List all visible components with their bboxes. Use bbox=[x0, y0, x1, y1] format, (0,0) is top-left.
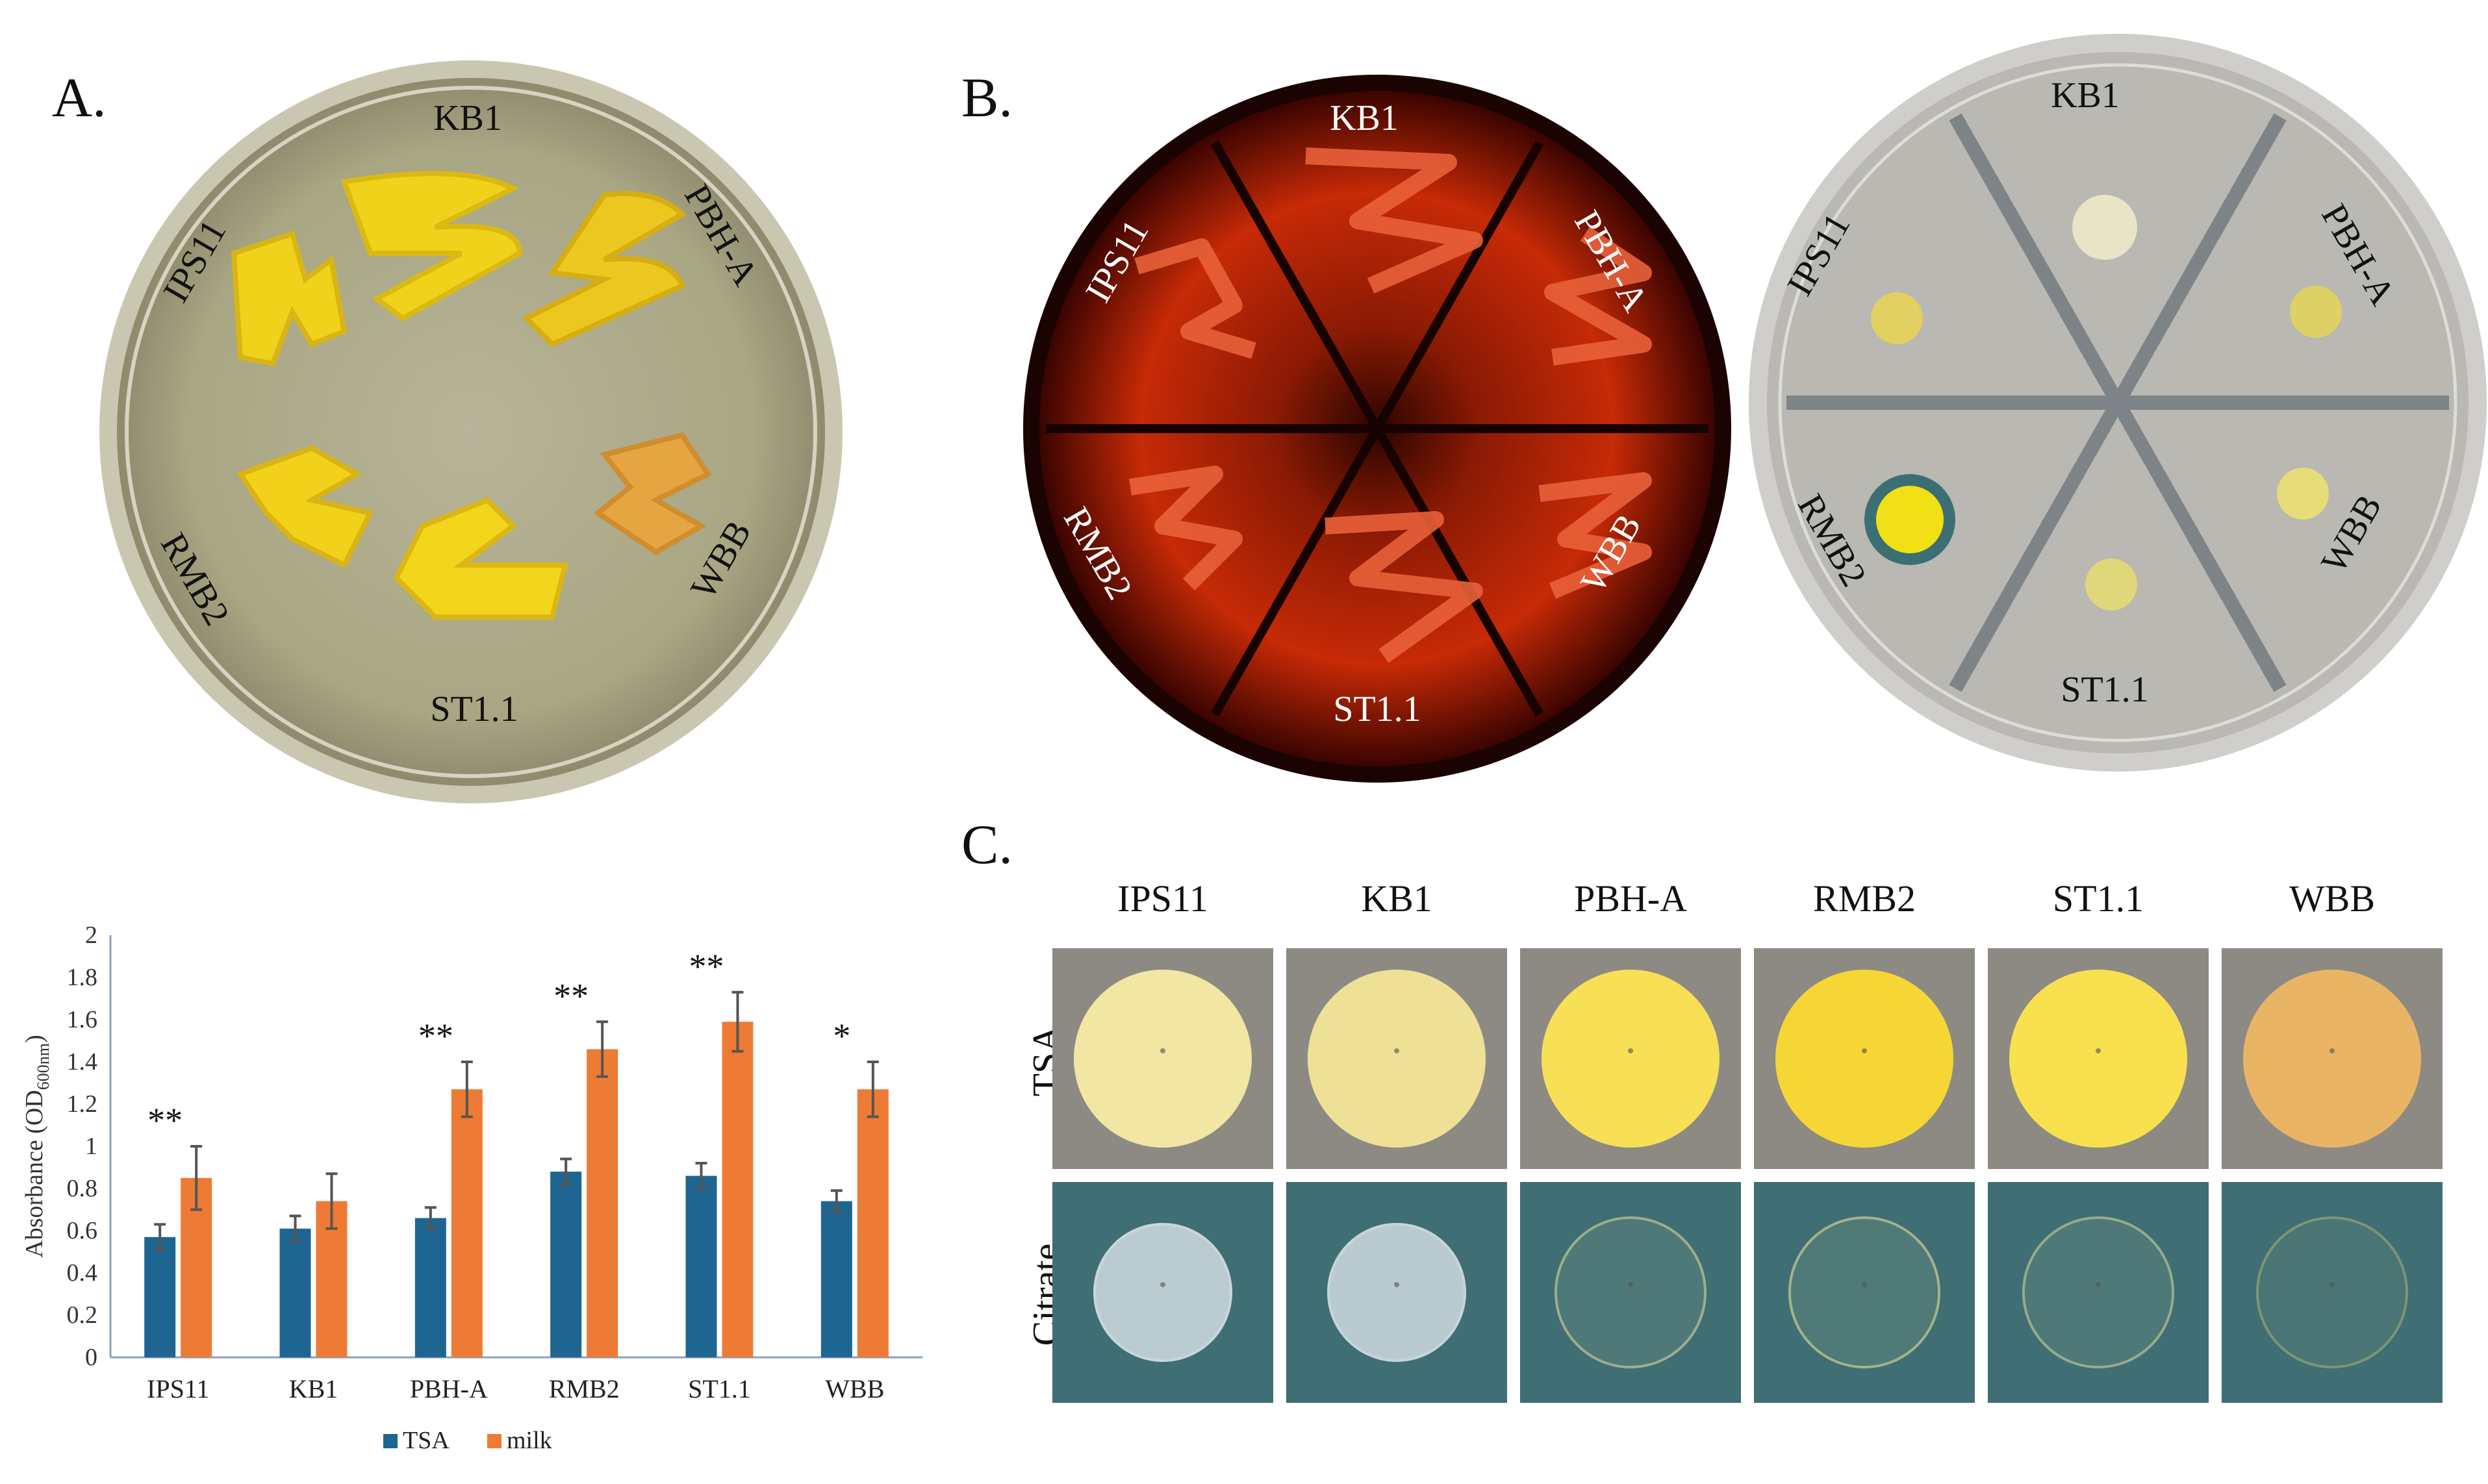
column-header: RMB2 bbox=[1813, 877, 1916, 920]
significance-marker: ** bbox=[689, 947, 724, 986]
y-tick-label: 2 bbox=[85, 922, 97, 949]
colony-image-cell bbox=[1052, 1182, 1273, 1403]
legend-swatch-milk bbox=[487, 1434, 501, 1448]
plate-b-red-label-st1-1: ST1.1 bbox=[1333, 689, 1421, 729]
legend-swatch-tsa bbox=[383, 1434, 398, 1448]
colony-image-cell bbox=[1754, 1182, 1975, 1403]
column-header: IPS11 bbox=[1117, 877, 1208, 920]
x-tick-label: PBH-A bbox=[410, 1374, 488, 1403]
panel-label-b: B. bbox=[961, 66, 1013, 129]
y-tick-label: 1.6 bbox=[67, 1006, 98, 1033]
colony-image-cell bbox=[1520, 1182, 1741, 1403]
legend-label-tsa: TSA bbox=[403, 1427, 450, 1454]
x-tick-label: WBB bbox=[825, 1374, 884, 1403]
bar-milk bbox=[451, 1089, 483, 1357]
plate-a-label-st1-1: ST1.1 bbox=[430, 689, 518, 729]
significance-marker: * bbox=[833, 1016, 850, 1055]
significance-marker: ** bbox=[418, 1016, 453, 1055]
y-tick-label: 1.2 bbox=[67, 1090, 98, 1118]
plate-b-grey-label-st1-1: ST1.1 bbox=[2061, 670, 2149, 710]
plate-b-grey-photo bbox=[1747, 19, 2488, 779]
x-tick-label: RMB2 bbox=[549, 1374, 620, 1403]
colony-image-cell bbox=[1754, 948, 1975, 1169]
bar-milk bbox=[857, 1089, 889, 1357]
colony-image-cell bbox=[1988, 1182, 2209, 1403]
panel-label-c: C. bbox=[961, 813, 1013, 875]
plate-b-red-photo bbox=[1020, 71, 1734, 786]
plate-b-grey-label-kb1: KB1 bbox=[2051, 75, 2120, 116]
panel-label-a: A. bbox=[52, 66, 107, 129]
bar-milk bbox=[722, 1022, 754, 1357]
y-tick-label: 1.8 bbox=[67, 964, 98, 991]
bar-milk bbox=[587, 1049, 618, 1357]
y-axis-label: Absorbance (OD600nm) bbox=[21, 1035, 53, 1257]
y-tick-label: 1 bbox=[85, 1133, 97, 1160]
colony-image-cell bbox=[2222, 1182, 2443, 1403]
significance-marker: ** bbox=[147, 1101, 183, 1140]
colony-image-cell bbox=[1286, 948, 1507, 1169]
plate-a-label-kb1: KB1 bbox=[433, 98, 502, 138]
absorbance-bar-chart: 0 0.2 0.4 0.6 0.8 1 1.2 1.4 1.6 1.8 2 Absorbance (O… bbox=[0, 909, 948, 1481]
y-tick-label: 0.6 bbox=[67, 1217, 98, 1244]
bar-tsa bbox=[279, 1228, 311, 1357]
plate-b-red-label-kb1: KB1 bbox=[1330, 98, 1399, 138]
x-tick-label: ST1.1 bbox=[688, 1374, 751, 1403]
y-tick-label: 0.2 bbox=[67, 1302, 98, 1329]
colony-image-cell bbox=[1052, 948, 1273, 1169]
legend-label-milk: milk bbox=[507, 1427, 552, 1454]
colony-image-cell bbox=[1988, 948, 2209, 1169]
y-tick-label: 0.4 bbox=[67, 1259, 98, 1287]
bar-tsa bbox=[685, 1176, 717, 1357]
significance-marker: ** bbox=[553, 976, 589, 1015]
column-header: PBH-A bbox=[1573, 877, 1688, 920]
bar-tsa bbox=[144, 1237, 176, 1357]
bar-tsa bbox=[414, 1218, 446, 1357]
bar-tsa bbox=[820, 1201, 852, 1357]
colony-image-cell bbox=[2222, 948, 2443, 1169]
y-tick-label: 0 bbox=[85, 1344, 97, 1371]
column-header: ST1.1 bbox=[2052, 877, 2144, 920]
y-tick-label: 0.8 bbox=[67, 1175, 98, 1202]
column-header: WBB bbox=[2289, 877, 2376, 920]
x-tick-label: KB1 bbox=[289, 1374, 338, 1403]
y-tick-label: 1.4 bbox=[67, 1048, 98, 1075]
x-tick-label: IPS11 bbox=[147, 1374, 209, 1403]
colony-image-cell bbox=[1520, 948, 1741, 1169]
colony-image-cell bbox=[1286, 1182, 1507, 1403]
column-header: KB1 bbox=[1361, 877, 1432, 920]
bar-tsa bbox=[550, 1172, 582, 1357]
plate-a-photo bbox=[97, 58, 844, 805]
